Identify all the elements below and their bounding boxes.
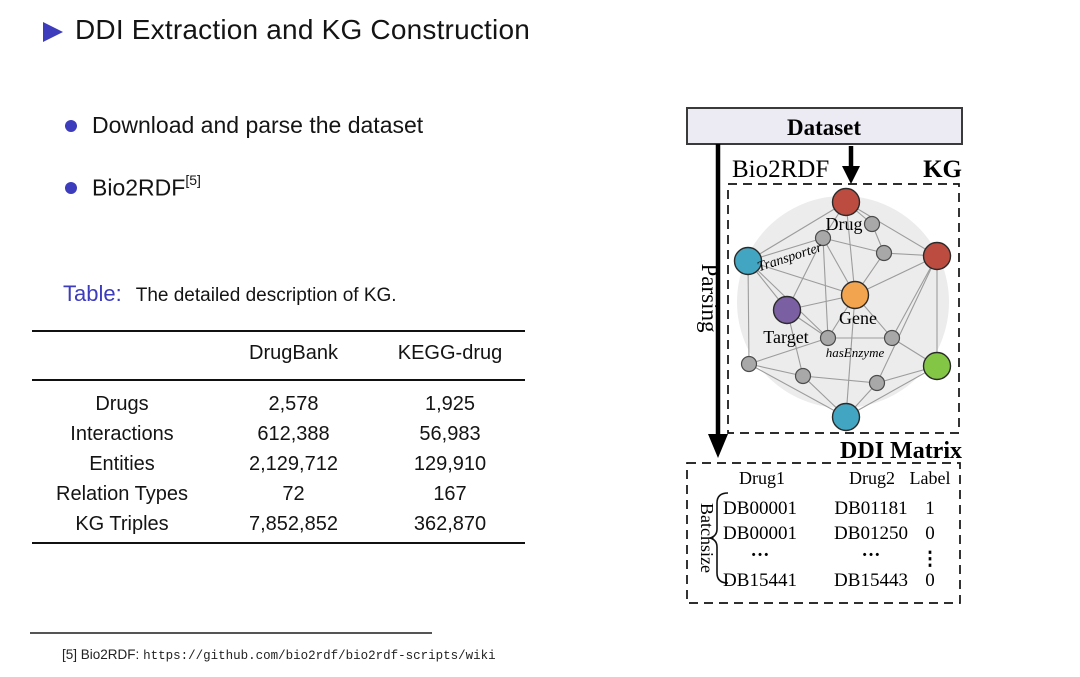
ddi-matrix-dashed-box [686,462,961,604]
ddi-matrix-rows: DB00001 DB01181 1 DB00001 DB01250 0 ··· … [723,498,939,591]
table-rule-top [32,330,525,332]
table-row: Entities 2,129,712 129,910 [32,450,525,480]
matrix-header-cell: Label [910,468,951,488]
matrix-ellipsis: ··· [750,545,769,566]
target-node-purple [772,295,802,325]
footnote: [5] Bio2RDF: https://github.com/bio2rdf/… [62,647,496,663]
cell-drugbank: 612,388 [257,423,330,446]
cell-kegg: 129,910 [413,452,487,475]
bullet-item-2: Bio2RDF[5] [65,172,201,202]
grey-node [875,244,893,262]
row-label: Drugs [95,393,149,416]
transporter-node-teal [831,402,861,432]
matrix-cell: DB01181 [834,498,907,519]
grey-node [868,374,886,392]
matrix-cell: 0 [925,523,935,544]
matrix-cell: 0 [925,570,935,591]
typed-nodes [733,187,952,432]
bio2rdf-label: Bio2RDF [732,156,829,183]
slide-title-row: DDI Extraction and KG Construction [43,14,530,46]
cell-kegg: 56,983 [419,423,481,446]
drug-node-red [922,241,952,271]
bullet-dot-icon [65,182,77,194]
matrix-cell: DB00001 [723,498,797,519]
table-header-row: DrugBank KEGG-drug [32,342,525,365]
batchsize-label: Batchsize [697,503,717,573]
matrix-cell: 1 [925,498,935,519]
parsing-arrowhead-icon [708,434,728,458]
bullet-item-1: Download and parse the dataset [65,112,423,139]
dataset-to-kg-arrowhead-icon [842,166,860,184]
matrix-cell: DB00001 [723,523,797,544]
dataset-box [686,107,963,145]
table-row: Drugs 2,578 1,925 [32,390,525,420]
drug-node-label: Drug [826,214,863,234]
table-row: Relation Types 72 167 [32,479,525,509]
grey-node [814,229,832,247]
table-row: KG Triples 7,852,852 362,870 [32,509,525,539]
kg-pipeline-figure: Dataset Parsing Bio2RDF KG [686,107,963,604]
enzyme-node-green [922,351,952,381]
gene-node-label: Gene [839,308,877,328]
parsing-label: Parsing [697,264,722,334]
table-body: Drugs 2,578 1,925 Interactions 612,388 5… [32,390,525,539]
bullet-dot-icon [65,120,77,132]
table-caption-prefix: Table: [63,281,122,306]
grey-node [819,329,837,347]
bullet-text: Bio2RDF[5] [92,172,201,202]
bullet2-word: Bio2RDF [92,174,186,201]
gene-node-orange [840,280,870,310]
ddi-matrix-title: DDI Matrix [840,438,962,464]
table-header-cell: KEGG-drug [397,342,503,364]
matrix-cell: DB15441 [723,570,797,591]
cell-kegg: 362,870 [413,512,487,535]
grey-node [740,355,758,373]
matrix-header-cell: Drug2 [849,468,895,488]
table-rule-bottom [32,542,525,544]
batchsize-brace-icon [707,492,729,584]
grey-node [883,329,901,347]
cell-drugbank: 2,129,712 [249,452,338,475]
row-label: KG Triples [75,512,169,535]
grey-node [863,215,881,233]
footnote-marker: [5] [62,647,78,662]
citation-superscript: [5] [185,172,201,188]
table-header-cell: DrugBank [249,342,338,364]
hasenzyme-edge-label: hasEnzyme [826,345,885,360]
ddi-matrix-header-row: Drug1 Drug2 Label [739,468,950,488]
table-header-cell [32,342,212,365]
footnote-label: Bio2RDF: [80,647,140,662]
matrix-header-cell: Drug1 [739,468,785,488]
cell-kegg: 167 [433,482,467,505]
cell-drugbank: 72 [282,482,305,505]
grey-node [794,367,812,385]
matrix-cell: DB15443 [834,570,908,591]
page-title: DDI Extraction and KG Construction [75,14,530,45]
cell-drugbank: 7,852,852 [249,512,338,535]
drug-node-red [831,187,861,217]
entity-nodes-grey [740,215,901,392]
cell-kegg: 1,925 [424,393,476,416]
table-row: Interactions 612,388 56,983 [32,420,525,450]
table-rule-mid [32,379,525,381]
transporter-node-teal [733,246,763,276]
matrix-vertical-ellipsis: ⋮ [921,549,940,570]
table-caption-text: The detailed description of KG. [135,285,397,306]
row-label: Entities [89,452,155,475]
title-triangle-icon [43,21,63,42]
cell-drugbank: 2,578 [268,393,319,416]
matrix-ellipsis: ··· [861,545,880,566]
row-label: Relation Types [56,482,188,505]
footnote-url: https://github.com/bio2rdf/bio2rdf-scrip… [143,649,496,663]
dataset-label: Dataset [787,115,861,140]
kg-label: KG [923,156,962,183]
footnote-rule [30,632,432,634]
row-label: Interactions [70,423,174,446]
target-node-label: Target [763,327,808,347]
table-caption: Table: The detailed description of KG. [63,281,397,307]
bullet-text: Download and parse the dataset [92,112,424,138]
matrix-cell: DB01250 [834,523,908,544]
